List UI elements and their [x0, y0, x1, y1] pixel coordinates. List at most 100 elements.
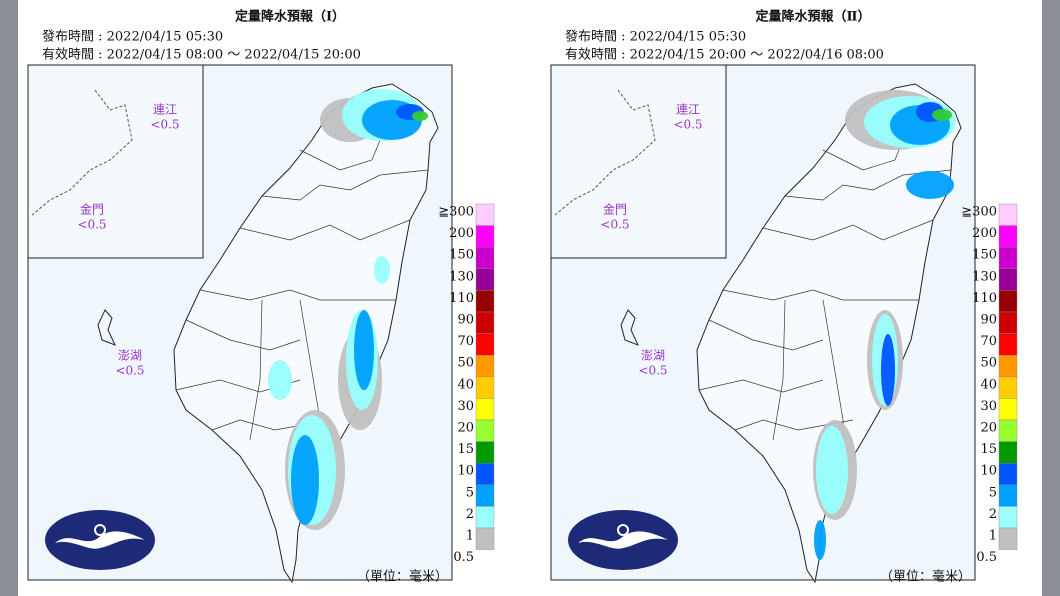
island-value: <0.5: [77, 218, 106, 232]
county-border: [199, 289, 396, 301]
legend-swatch: [475, 333, 495, 356]
logo-swirl: [55, 531, 145, 549]
legend-swatch: [475, 246, 495, 269]
county-border: [261, 169, 429, 201]
legend-label: 20: [980, 421, 997, 436]
legend-label: 5: [466, 485, 474, 500]
legend-swatch: [475, 376, 495, 399]
legend-swatch: [998, 290, 1018, 313]
island-value: <0.5: [638, 364, 667, 378]
rain-area: [354, 310, 374, 390]
island-value: <0.5: [115, 364, 144, 378]
legend-label: 30: [457, 399, 474, 414]
legend-label: 15: [980, 442, 997, 457]
rain-area: [268, 360, 292, 400]
county-border: [722, 289, 919, 301]
legend-label: 200: [972, 226, 997, 241]
logo-swirl: [578, 531, 668, 549]
china-coast: [31, 89, 133, 216]
legend-label: 50: [980, 356, 997, 371]
logo-dot: [94, 524, 106, 536]
county-border: [249, 299, 263, 441]
legend-swatch: [475, 441, 495, 464]
legend-label: 50: [457, 356, 474, 371]
inset-frame: [550, 64, 727, 259]
rain-area: [881, 334, 895, 406]
island-name: 澎湖: [118, 348, 142, 363]
legend-swatch: [998, 203, 1018, 226]
valid-time: 有效時間 : 2022/04/15 20:00 ～ 2022/04/16 08:…: [565, 48, 884, 63]
rain-area: [906, 171, 954, 199]
legend-label: 130: [972, 269, 997, 284]
penghu: [620, 309, 639, 346]
legend-swatch: [998, 376, 1018, 399]
rain-area: [816, 426, 848, 514]
panel-title: 定量降水預報（Ⅰ）: [234, 9, 345, 25]
legend-label: 1: [989, 529, 997, 544]
legend-label: 70: [457, 334, 474, 349]
legend-label: 30: [980, 399, 997, 414]
legend-label: ≧300: [961, 205, 997, 220]
island-name: 澎湖: [641, 348, 665, 363]
taiwan-outline: [173, 83, 439, 584]
county-border: [822, 139, 904, 171]
legend-label: 5: [989, 485, 997, 500]
legend-swatch: [475, 527, 495, 550]
legend-label: 150: [972, 248, 997, 263]
legend-swatch: [998, 441, 1018, 464]
unit-label: （單位：毫米）: [357, 569, 448, 585]
panel: 定量降水預報（Ⅱ） 發布時間 : 2022/04/15 05:30 有效時間 : 2…: [550, 9, 1018, 585]
issued-time: 發布時間 : 2022/04/15 05:30: [42, 30, 223, 45]
legend-swatch: [998, 506, 1018, 529]
county-border: [185, 319, 301, 351]
legend-label: 130: [449, 269, 474, 284]
legend-swatch: [475, 398, 495, 421]
legend-label: 90: [980, 313, 997, 328]
legend-swatch: [998, 246, 1018, 269]
island-name: 金門: [80, 202, 104, 217]
legend-label: 15: [457, 442, 474, 457]
inset-frame: [27, 64, 204, 259]
rain-overlay: [268, 89, 428, 530]
legend-swatch: [998, 398, 1018, 421]
legend-swatch: [475, 419, 495, 442]
legend-label: 2: [466, 507, 474, 522]
legend-label: 200: [449, 226, 474, 241]
legend-label: 110: [449, 291, 474, 306]
legend-swatch: [475, 290, 495, 313]
county-border: [708, 319, 824, 351]
legend-swatch: [475, 484, 495, 507]
panel: 定量降水預報（Ⅰ） 發布時間 : 2022/04/15 05:30 有效時間 : 2…: [27, 9, 495, 585]
valid-time: 有效時間 : 2022/04/15 08:00 ～ 2022/04/15 20:…: [42, 48, 361, 63]
legend-label: 40: [457, 377, 474, 392]
issued-time: 發布時間 : 2022/04/15 05:30: [565, 30, 746, 45]
island-value: <0.5: [673, 118, 702, 132]
legend-label: 70: [980, 334, 997, 349]
county-border: [239, 219, 411, 241]
rain-area: [374, 256, 390, 284]
logo-dot: [617, 524, 629, 536]
legend-label: 10: [457, 464, 474, 479]
legend-label: 0.5: [453, 550, 474, 565]
county-border: [698, 379, 824, 393]
legend-swatch: [998, 484, 1018, 507]
taiwan-outline: [696, 83, 962, 584]
legend-label: 110: [972, 291, 997, 306]
rain-area: [814, 520, 826, 560]
legend-swatch: [475, 506, 495, 529]
county-border: [784, 169, 952, 201]
legend-swatch: [475, 225, 495, 248]
legend-label: 2: [989, 507, 997, 522]
legend-label: 150: [449, 248, 474, 263]
rain-area: [291, 435, 319, 525]
legend-swatch: [475, 463, 495, 486]
china-coast: [554, 89, 656, 216]
legend-label: 40: [980, 377, 997, 392]
island-value: <0.5: [150, 118, 179, 132]
legend-label: 0.5: [976, 550, 997, 565]
island-name: 連江: [153, 103, 177, 117]
legend-swatch: [475, 355, 495, 378]
legend-swatch: [998, 268, 1018, 291]
